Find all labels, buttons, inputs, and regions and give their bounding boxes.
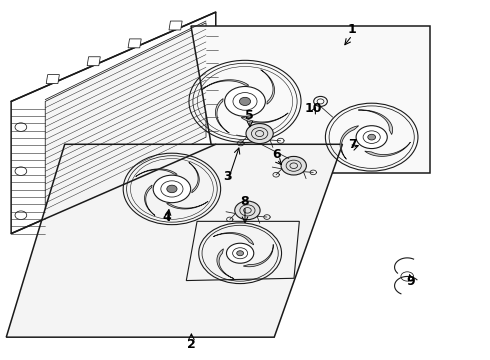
- Text: 10: 10: [304, 102, 322, 115]
- Polygon shape: [358, 110, 392, 135]
- Text: 8: 8: [241, 195, 249, 208]
- Polygon shape: [145, 185, 155, 216]
- Circle shape: [235, 201, 260, 220]
- Polygon shape: [169, 21, 182, 30]
- Circle shape: [246, 123, 273, 144]
- Circle shape: [224, 86, 266, 116]
- Circle shape: [153, 175, 191, 203]
- Circle shape: [226, 243, 254, 263]
- Polygon shape: [202, 80, 249, 90]
- Text: 6: 6: [272, 148, 281, 162]
- Polygon shape: [45, 23, 206, 216]
- Text: 9: 9: [406, 275, 415, 288]
- Circle shape: [15, 167, 27, 175]
- Text: 4: 4: [163, 211, 172, 224]
- Text: 3: 3: [223, 170, 232, 183]
- Polygon shape: [340, 126, 359, 159]
- Circle shape: [281, 157, 306, 175]
- Text: 2: 2: [187, 338, 196, 351]
- Polygon shape: [216, 99, 229, 133]
- Polygon shape: [6, 144, 343, 337]
- Circle shape: [167, 185, 177, 193]
- Polygon shape: [213, 233, 254, 245]
- Polygon shape: [167, 201, 208, 209]
- Polygon shape: [46, 75, 59, 84]
- Polygon shape: [365, 142, 411, 156]
- Polygon shape: [192, 26, 430, 173]
- Polygon shape: [261, 70, 274, 104]
- Polygon shape: [217, 249, 234, 279]
- Polygon shape: [243, 244, 273, 267]
- Text: 5: 5: [245, 109, 254, 122]
- Polygon shape: [128, 39, 141, 48]
- Circle shape: [356, 126, 387, 149]
- Circle shape: [240, 97, 250, 105]
- Polygon shape: [136, 169, 177, 176]
- Circle shape: [15, 211, 27, 220]
- Circle shape: [368, 134, 375, 140]
- Text: 7: 7: [348, 138, 357, 151]
- Polygon shape: [11, 12, 216, 234]
- Circle shape: [237, 251, 244, 256]
- Circle shape: [15, 123, 27, 131]
- Polygon shape: [189, 162, 199, 193]
- Polygon shape: [87, 57, 100, 66]
- Polygon shape: [241, 113, 288, 123]
- Text: 1: 1: [348, 23, 357, 36]
